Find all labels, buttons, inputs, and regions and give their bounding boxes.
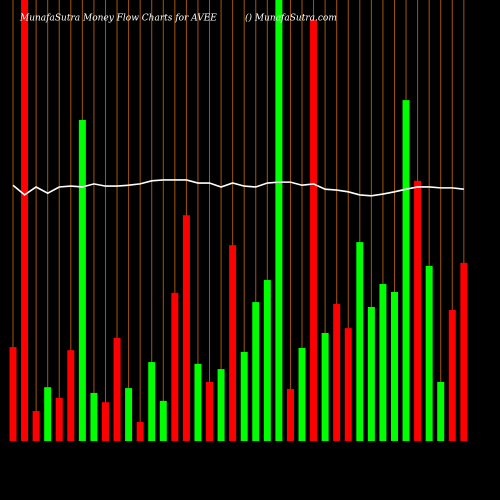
bar: [286, 388, 294, 441]
bar: [32, 411, 40, 441]
bar: [125, 388, 133, 441]
bar: [252, 302, 260, 441]
bar: [390, 291, 398, 441]
bar: [414, 180, 422, 441]
bar: [344, 328, 352, 441]
bar: [402, 100, 410, 442]
bars: [9, 0, 468, 442]
money-flow-line: [12, 179, 464, 197]
bar: [44, 387, 52, 441]
bar: [206, 381, 214, 441]
bar: [194, 363, 202, 441]
bar: [275, 0, 283, 441]
bar: [113, 337, 121, 441]
chart-subtitle: () MunafaSutra.com: [245, 13, 337, 24]
bar: [321, 332, 329, 441]
bar: [425, 265, 433, 441]
bar: [182, 215, 190, 441]
bar: [171, 292, 179, 441]
bar: [101, 402, 109, 441]
bar: [159, 400, 167, 441]
bar: [437, 381, 445, 441]
bar: [356, 242, 364, 441]
bar: [333, 303, 341, 441]
chart-title: MunafaSutra Money Flow Charts for AVEE: [19, 14, 217, 24]
bar: [217, 369, 225, 441]
bar: [21, 0, 29, 441]
lines: [12, 179, 464, 197]
bar: [9, 347, 17, 441]
bar: [90, 392, 98, 441]
bar: [460, 262, 468, 441]
bar: [448, 310, 456, 441]
bar: [367, 306, 375, 441]
bar: [263, 280, 271, 441]
bar: [78, 119, 86, 442]
bar: [240, 351, 248, 441]
bar: [67, 350, 75, 441]
bar: [298, 347, 306, 441]
bar: [136, 422, 144, 441]
bar: [55, 397, 63, 441]
bar: [229, 245, 237, 441]
bar: [379, 284, 387, 441]
bar: [310, 19, 318, 441]
bar: [148, 362, 156, 441]
